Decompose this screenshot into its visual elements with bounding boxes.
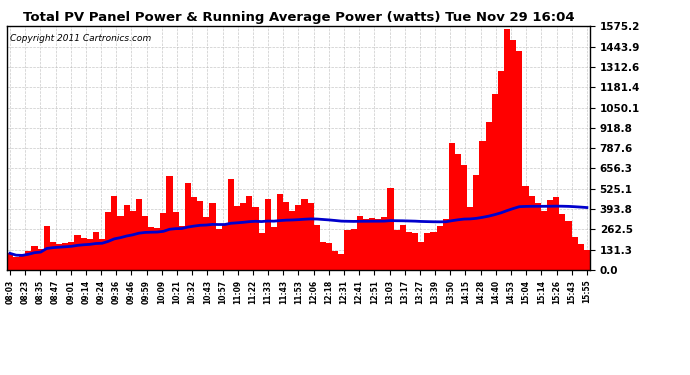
Bar xyxy=(277,194,283,270)
Bar xyxy=(455,154,461,270)
Bar xyxy=(7,254,13,270)
Bar xyxy=(344,230,351,270)
Bar xyxy=(124,205,130,270)
Bar xyxy=(240,204,246,270)
Bar xyxy=(50,242,56,270)
Bar xyxy=(289,211,295,270)
Bar xyxy=(136,199,142,270)
Bar xyxy=(154,228,160,270)
Bar xyxy=(204,217,210,270)
Bar xyxy=(443,219,448,270)
Bar xyxy=(81,238,87,270)
Bar xyxy=(228,179,234,270)
Bar xyxy=(308,204,314,270)
Bar xyxy=(473,175,480,270)
Bar xyxy=(179,226,185,270)
Bar xyxy=(253,207,259,270)
Bar xyxy=(357,216,363,270)
Bar xyxy=(197,201,204,270)
Bar xyxy=(571,237,578,270)
Bar xyxy=(448,143,455,270)
Bar xyxy=(351,229,357,270)
Bar xyxy=(191,197,197,270)
Bar xyxy=(393,230,400,270)
Bar xyxy=(406,232,412,270)
Bar xyxy=(578,244,584,270)
Bar xyxy=(547,200,553,270)
Bar xyxy=(19,256,26,270)
Bar xyxy=(553,197,560,270)
Bar xyxy=(363,219,369,270)
Bar xyxy=(492,94,498,270)
Bar xyxy=(412,232,418,270)
Bar xyxy=(160,213,166,270)
Bar xyxy=(498,70,504,270)
Bar xyxy=(43,226,50,270)
Bar xyxy=(265,199,270,270)
Bar xyxy=(510,40,516,270)
Bar xyxy=(461,165,467,270)
Bar xyxy=(215,229,221,270)
Bar xyxy=(424,233,431,270)
Bar xyxy=(142,216,148,270)
Bar xyxy=(529,196,535,270)
Bar xyxy=(522,186,529,270)
Bar xyxy=(431,232,437,270)
Bar xyxy=(387,188,393,270)
Bar xyxy=(185,183,191,270)
Bar xyxy=(37,249,43,270)
Bar xyxy=(486,122,492,270)
Bar xyxy=(117,216,124,270)
Bar xyxy=(504,29,510,270)
Bar xyxy=(375,219,382,270)
Bar xyxy=(93,232,99,270)
Bar xyxy=(338,254,344,270)
Bar xyxy=(259,233,265,270)
Bar xyxy=(105,211,111,270)
Bar xyxy=(516,51,522,270)
Bar xyxy=(172,212,179,270)
Bar xyxy=(32,246,37,270)
Bar xyxy=(314,225,320,270)
Bar xyxy=(302,199,308,270)
Bar xyxy=(26,251,32,270)
Bar xyxy=(130,211,136,270)
Bar xyxy=(400,225,406,270)
Bar xyxy=(560,213,565,270)
Bar xyxy=(148,226,154,270)
Bar xyxy=(369,218,375,270)
Bar xyxy=(320,243,326,270)
Bar xyxy=(111,196,117,270)
Bar xyxy=(221,224,228,270)
Bar xyxy=(382,217,387,270)
Bar xyxy=(418,242,424,270)
Bar xyxy=(332,251,338,270)
Bar xyxy=(210,203,215,270)
Bar xyxy=(99,239,105,270)
Bar xyxy=(75,235,81,270)
Bar xyxy=(270,227,277,270)
Bar xyxy=(166,176,172,270)
Bar xyxy=(437,226,443,270)
Bar xyxy=(283,202,289,270)
Bar xyxy=(535,204,541,270)
Bar xyxy=(541,211,547,270)
Bar xyxy=(467,207,473,270)
Bar xyxy=(234,206,240,270)
Bar xyxy=(87,239,93,270)
Bar xyxy=(68,242,75,270)
Bar xyxy=(56,244,62,270)
Title: Total PV Panel Power & Running Average Power (watts) Tue Nov 29 16:04: Total PV Panel Power & Running Average P… xyxy=(23,11,574,24)
Text: Copyright 2011 Cartronics.com: Copyright 2011 Cartronics.com xyxy=(10,34,151,43)
Bar xyxy=(584,250,590,270)
Bar xyxy=(326,243,332,270)
Bar xyxy=(295,205,302,270)
Bar xyxy=(13,257,19,270)
Bar xyxy=(565,220,571,270)
Bar xyxy=(246,196,253,270)
Bar xyxy=(480,141,486,270)
Bar xyxy=(62,243,68,270)
